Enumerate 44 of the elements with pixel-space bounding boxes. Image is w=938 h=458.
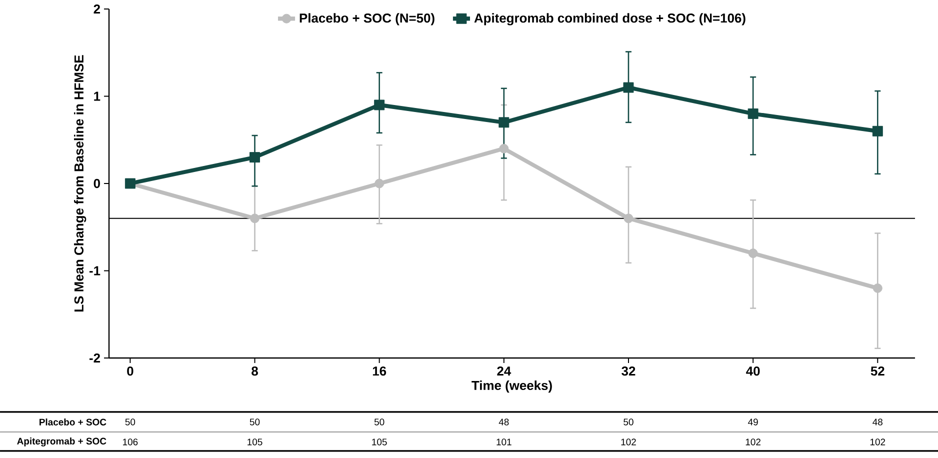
point [748, 108, 758, 119]
x-tick-label: 24 [497, 366, 512, 376]
x-tick-label: 40 [746, 366, 760, 376]
text: 50 [250, 418, 260, 426]
text: Apitegromab + SOC [17, 438, 106, 446]
text: 102 [621, 438, 636, 446]
text: 105 [248, 438, 262, 446]
y-tick-label: 2 [94, 4, 100, 14]
text: 106 [123, 438, 138, 446]
point [498, 117, 510, 128]
text: 50 [624, 418, 634, 426]
point [872, 126, 883, 136]
legend-label: Placebo + SOC (N=50) [300, 13, 434, 26]
text: 102 [746, 438, 760, 446]
y-tick-label: 1 [94, 92, 100, 101]
point [374, 178, 384, 188]
x-tick-label: 52 [870, 366, 884, 376]
x-tick-label: 16 [372, 366, 386, 376]
text: 50 [125, 418, 136, 426]
point [499, 144, 509, 154]
text: Placebo + SOC [40, 418, 106, 426]
text: 50 [374, 418, 384, 426]
y-axis-title: LS Mean Change from Baseline in HFMSE [74, 55, 86, 312]
point [624, 214, 634, 224]
text: 101 [496, 438, 512, 446]
x-tick-label: 0 [127, 366, 134, 376]
point [250, 152, 260, 163]
point [250, 214, 260, 224]
text: 48 [498, 418, 509, 426]
y-tick-label: -1 [89, 266, 100, 276]
x-axis-title: Time (weeks) [472, 380, 552, 393]
y-tick-label: -2 [89, 353, 100, 363]
point [623, 82, 634, 93]
text: 102 [870, 438, 886, 446]
legend-label: Apitegromab combined dose + SOC (N=106) [474, 13, 746, 26]
x-tick-label: 8 [252, 366, 258, 376]
text: 48 [872, 418, 882, 426]
text: 105 [372, 438, 387, 446]
text: 49 [748, 418, 758, 426]
point [748, 248, 758, 258]
y-tick-label: 0 [94, 178, 100, 188]
point [374, 100, 385, 110]
point [872, 283, 882, 293]
x-tick-label: 32 [622, 366, 636, 376]
